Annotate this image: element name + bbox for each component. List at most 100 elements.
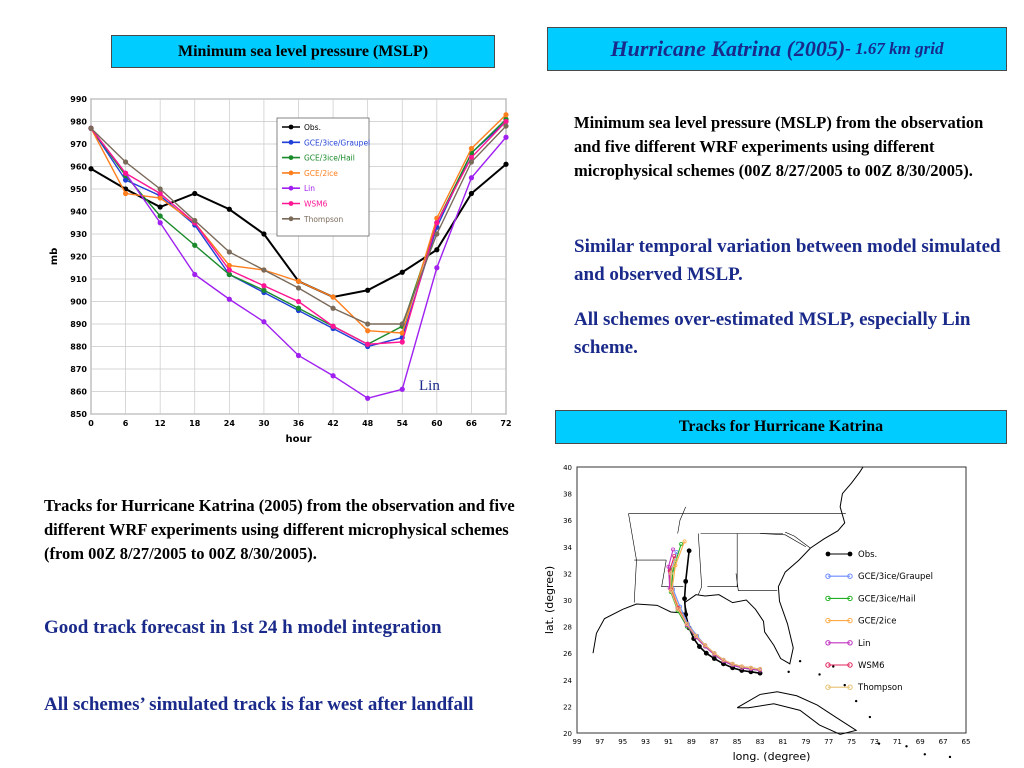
map-island	[877, 742, 881, 745]
mslp-x-tick-label: 60	[431, 419, 443, 428]
track-point-thompson	[668, 588, 673, 593]
map-y-tick-label: 26	[563, 650, 572, 658]
map-y-axis-label: lat. (degree)	[543, 566, 556, 634]
track-point-gce-3ice-hail	[684, 624, 689, 629]
track-point-lin	[721, 659, 726, 664]
map-state-border	[628, 513, 637, 603]
track-point-thompson	[673, 558, 678, 563]
mslp-point-obs-	[434, 247, 440, 253]
mslp-point-wsm6	[434, 220, 440, 226]
track-point-thompson	[721, 657, 726, 662]
mslp-point-lin	[434, 265, 440, 271]
map-legend-label: Thompson	[857, 683, 902, 693]
map-legend-label: WSM6	[858, 661, 885, 671]
track-point-gce-3ice-graupel	[677, 604, 682, 609]
map-x-tick-label: 77	[824, 738, 833, 746]
track-point-lin	[667, 586, 672, 591]
track-point-obs-	[691, 636, 697, 641]
map-legend-label: Lin	[858, 639, 870, 649]
track-point-thompson	[712, 651, 717, 656]
mslp-y-tick-label: 990	[70, 95, 87, 104]
mslp-x-tick-label: 48	[362, 419, 374, 428]
mslp-point-thompson	[468, 159, 475, 165]
track-point-obs-	[686, 625, 692, 631]
map-state-border	[735, 573, 778, 591]
map-x-tick-label: 85	[733, 738, 742, 746]
title-sub: - 1.67 km grid	[845, 39, 944, 58]
map-y-tick-label: 24	[563, 677, 572, 685]
page-title: Hurricane Katrina (2005) - 1.67 km grid	[547, 27, 1007, 71]
track-point-lin	[675, 605, 680, 610]
track-point-lin	[758, 668, 763, 673]
track-point-gce-3ice-hail	[739, 665, 744, 670]
tracks-header: Tracks for Hurricane Katrina	[555, 410, 1007, 444]
mslp-legend-marker	[288, 185, 294, 191]
track-point-thompson	[684, 621, 689, 626]
mslp-legend-marker	[288, 170, 294, 176]
mslp-point-lin	[261, 319, 267, 325]
track-point-gce-3ice-graupel	[703, 643, 708, 648]
map-y-tick-label: 20	[563, 730, 572, 738]
track-point-gce-3ice-hail	[730, 663, 735, 668]
mslp-legend-label: GCE/3ice/Graupel	[304, 138, 370, 147]
map-island	[843, 683, 846, 687]
map-legend-label: GCE/3ice/Hail	[858, 594, 916, 604]
mslp-point-lin	[468, 175, 475, 181]
map-legend-marker	[847, 551, 853, 557]
track-series-thompson	[670, 559, 761, 670]
track-point-gce-3ice-graupel	[674, 550, 679, 555]
track-point-gce-2ice	[684, 621, 689, 626]
map-x-tick-label: 75	[847, 738, 856, 746]
mslp-legend-marker	[288, 216, 294, 222]
track-series-gce-3ice-graupel	[671, 551, 761, 670]
track-point-gce-2ice	[693, 633, 698, 638]
track-point-gce-3ice-hail	[671, 567, 676, 572]
mslp-point-thompson	[434, 231, 440, 237]
mslp-legend-label: GCE/2ice	[304, 169, 338, 178]
track-point-thompson	[748, 665, 753, 670]
map-legend-marker	[847, 617, 853, 624]
mslp-point-gce-2ice	[226, 262, 232, 269]
map-y-tick-label: 28	[563, 624, 572, 632]
track-point-gce-2ice	[682, 539, 687, 544]
map-legend-marker	[825, 551, 831, 557]
mslp-point-obs-	[503, 161, 509, 167]
map-legend-marker	[847, 573, 853, 579]
mslp-point-wsm6	[226, 267, 232, 273]
map-legend-label: Obs.	[858, 550, 877, 560]
map-x-tick-label: 93	[641, 738, 650, 746]
track-point-gce-3ice-hail	[721, 659, 726, 664]
track-point-lin	[748, 667, 753, 672]
map-coastline	[592, 466, 864, 665]
mslp-point-wsm6	[503, 118, 509, 125]
mslp-y-tick-label: 910	[70, 275, 87, 284]
map-legend-label: GCE/3ice/Graupel	[858, 572, 933, 582]
track-series-obs-	[683, 550, 761, 674]
track-series-gce-2ice	[671, 541, 761, 670]
mslp-legend-label: GCE/3ice/Hail	[304, 154, 355, 163]
track-point-thompson	[675, 607, 680, 612]
mslp-point-wsm6	[468, 154, 475, 161]
mslp-legend-label: Obs.	[304, 123, 321, 132]
map-legend-marker	[825, 640, 831, 646]
tracks-finding-2: All schemes’ simulated track is far west…	[44, 694, 474, 715]
track-point-gce-3ice-hail	[675, 608, 680, 613]
map-x-tick-label: 65	[962, 738, 971, 746]
map-cuba	[736, 691, 858, 735]
map-x-tick-label: 89	[687, 738, 696, 746]
mslp-y-tick-label: 930	[70, 230, 87, 239]
track-point-wsm6	[758, 667, 763, 672]
track-point-obs-	[748, 669, 754, 675]
mslp-point-wsm6	[157, 190, 163, 197]
mslp-x-tick-label: 0	[88, 419, 94, 428]
map-island	[854, 699, 858, 703]
mslp-point-thompson	[503, 123, 509, 129]
mslp-point-lin	[399, 386, 405, 392]
map-x-tick-label: 79	[801, 738, 810, 746]
mslp-finding-2: All schemes over-estimated MSLP, especia…	[574, 309, 971, 358]
mslp-point-gce-2ice	[399, 330, 405, 336]
track-point-wsm6	[668, 587, 673, 592]
mslp-x-tick-label: 42	[328, 419, 339, 428]
map-x-tick-label: 83	[756, 738, 765, 746]
map-x-tick-label: 69	[916, 738, 925, 746]
